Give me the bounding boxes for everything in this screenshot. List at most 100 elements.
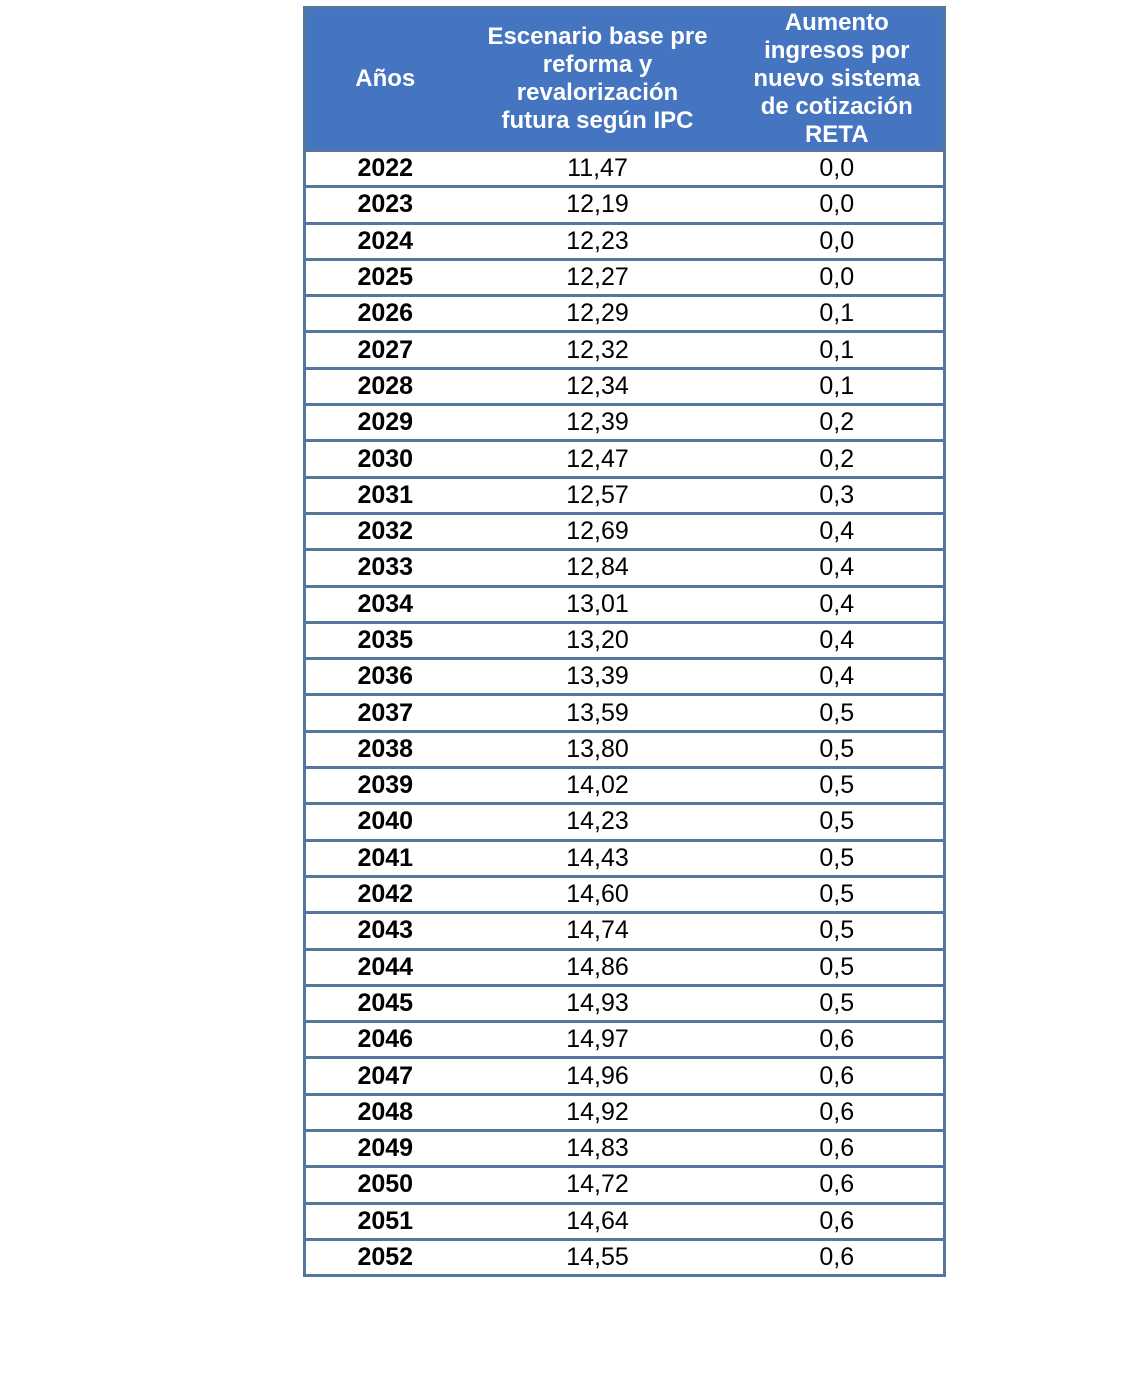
table-row: 2052 14,55 0,6 (304, 1239, 945, 1278)
header-escenario-line: futura según IPC (501, 107, 694, 134)
cell-escenario-value: 13,59 (464, 694, 731, 733)
cell-escenario-value: 12,84 (464, 549, 731, 588)
cell-year: 2042 (304, 876, 465, 915)
cell-escenario-value: 12,23 (464, 223, 731, 261)
table-row: 2034 13,01 0,4 (304, 586, 945, 624)
cell-year: 2023 (304, 186, 465, 225)
cell-escenario-value: 14,43 (464, 840, 731, 878)
cell-escenario-value: 12,47 (464, 440, 731, 479)
cell-escenario-value: 14,72 (464, 1166, 731, 1205)
cell-year: 2045 (304, 985, 465, 1024)
cell-aumento-value: 0,5 (730, 912, 945, 951)
cell-year: 2043 (304, 912, 465, 951)
cell-escenario-value: 12,27 (464, 259, 731, 298)
cell-aumento-value: 0,4 (730, 586, 945, 624)
table-row: 2043 14,74 0,5 (304, 912, 945, 951)
cell-aumento-value: 0,1 (730, 295, 945, 334)
table-row: 2030 12,47 0,2 (304, 440, 945, 479)
header-row: Años Escenario base pre reforma y revalo… (304, 7, 945, 152)
cell-aumento-value: 0,0 (730, 259, 945, 298)
cell-aumento-value: 0,6 (730, 1094, 945, 1133)
header-aumento-line: ingresos por (764, 37, 910, 64)
cell-aumento-value: 0,4 (730, 513, 945, 552)
header-escenario-line: revalorización (516, 79, 679, 106)
cell-aumento-value: 0,5 (730, 803, 945, 842)
table-row: 2026 12,29 0,1 (304, 295, 945, 334)
table-row: 2049 14,83 0,6 (304, 1130, 945, 1169)
cell-escenario-value: 11,47 (464, 150, 731, 189)
cell-aumento-value: 0,6 (730, 1130, 945, 1169)
cell-aumento-value: 0,3 (730, 477, 945, 515)
cell-aumento-value: 0,1 (730, 331, 945, 370)
cell-escenario-value: 14,96 (464, 1057, 731, 1096)
cell-year: 2028 (304, 368, 465, 407)
cell-year: 2037 (304, 694, 465, 733)
cell-year: 2033 (304, 549, 465, 588)
cell-escenario-value: 12,29 (464, 295, 731, 334)
cell-aumento-value: 0,4 (730, 622, 945, 661)
cell-aumento-value: 0,5 (730, 985, 945, 1024)
cell-aumento-value: 0,5 (730, 694, 945, 733)
cell-year: 2024 (304, 223, 465, 261)
cell-escenario-value: 12,19 (464, 186, 731, 225)
table-row: 2023 12,19 0,0 (304, 186, 945, 225)
cell-escenario-value: 12,34 (464, 368, 731, 407)
cell-year: 2032 (304, 513, 465, 552)
table-row: 2039 14,02 0,5 (304, 767, 945, 806)
cell-year: 2027 (304, 331, 465, 370)
header-aumento-line: de cotización (760, 93, 913, 120)
cell-aumento-value: 0,0 (730, 223, 945, 261)
table-row: 2044 14,86 0,5 (304, 949, 945, 987)
table-row: 2022 11,47 0,0 (304, 150, 945, 189)
cell-year: 2046 (304, 1021, 465, 1060)
cell-year: 2040 (304, 803, 465, 842)
cell-year: 2050 (304, 1166, 465, 1205)
header-aumento-line: RETA (804, 121, 869, 148)
header-cell-aumento: Aumento ingresos por nuevo sistema de co… (730, 7, 945, 152)
cell-aumento-value: 0,5 (730, 731, 945, 770)
cell-escenario-value: 14,92 (464, 1094, 731, 1133)
cell-aumento-value: 0,0 (730, 186, 945, 225)
cell-escenario-value: 12,69 (464, 513, 731, 552)
cell-year: 2041 (304, 840, 465, 878)
cell-year: 2052 (304, 1239, 465, 1278)
cell-escenario-value: 14,93 (464, 985, 731, 1024)
table-body: 2022 11,47 0,0 2023 12,19 0,0 2024 12,23… (304, 150, 945, 1278)
header-anos-line: Años (355, 65, 416, 92)
table-row: 2027 12,32 0,1 (304, 331, 945, 370)
cell-aumento-value: 0,5 (730, 767, 945, 806)
table-row: 2040 14,23 0,5 (304, 803, 945, 842)
cell-escenario-value: 13,20 (464, 622, 731, 661)
cell-escenario-value: 12,57 (464, 477, 731, 515)
cell-aumento-value: 0,2 (730, 404, 945, 443)
cell-aumento-value: 0,5 (730, 949, 945, 987)
table-row: 2048 14,92 0,6 (304, 1094, 945, 1133)
cell-year: 2039 (304, 767, 465, 806)
cell-year: 2025 (304, 259, 465, 298)
cell-aumento-value: 0,2 (730, 440, 945, 479)
cell-aumento-value: 0,6 (730, 1021, 945, 1060)
table-row: 2037 13,59 0,5 (304, 694, 945, 733)
table-row: 2031 12,57 0,3 (304, 477, 945, 515)
table-row: 2025 12,27 0,0 (304, 259, 945, 298)
cell-escenario-value: 13,39 (464, 658, 731, 697)
header-cell-anos: Años (304, 7, 465, 152)
table-row: 2033 12,84 0,4 (304, 549, 945, 588)
cell-year: 2044 (304, 949, 465, 987)
table-row: 2036 13,39 0,4 (304, 658, 945, 697)
table-row: 2024 12,23 0,0 (304, 223, 945, 261)
header-aumento-line: nuevo sistema (753, 65, 921, 92)
cell-year: 2049 (304, 1130, 465, 1169)
cell-escenario-value: 14,55 (464, 1239, 731, 1278)
table-row: 2028 12,34 0,1 (304, 368, 945, 407)
pension-scenario-table: Años Escenario base pre reforma y revalo… (303, 6, 946, 1278)
cell-escenario-value: 12,32 (464, 331, 731, 370)
cell-escenario-value: 14,64 (464, 1203, 731, 1241)
cell-aumento-value: 0,6 (730, 1203, 945, 1241)
table-row: 2032 12,69 0,4 (304, 513, 945, 552)
header-aumento-line: Aumento (784, 9, 889, 36)
cell-year: 2030 (304, 440, 465, 479)
table-row: 2041 14,43 0,5 (304, 840, 945, 878)
data-table-container: Años Escenario base pre reforma y revalo… (303, 6, 946, 1278)
header-escenario-line: Escenario base pre (487, 23, 708, 50)
